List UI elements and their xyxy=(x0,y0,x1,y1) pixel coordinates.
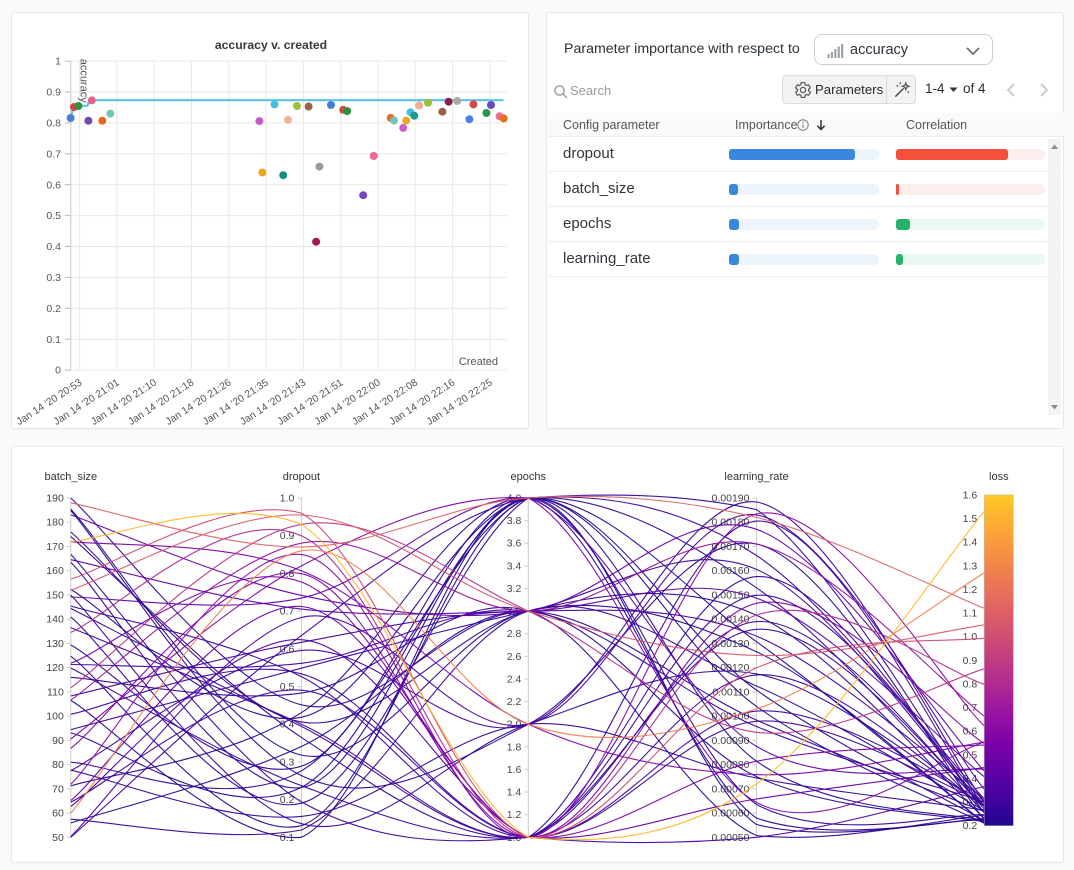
svg-text:Jan 14 '20 21:51: Jan 14 '20 21:51 xyxy=(276,377,346,428)
svg-text:2.6: 2.6 xyxy=(507,651,522,663)
svg-text:190: 190 xyxy=(46,493,64,505)
svg-text:3.8: 3.8 xyxy=(507,515,522,527)
svg-text:Jan 14 '20 22:00: Jan 14 '20 22:00 xyxy=(313,377,383,428)
svg-text:170: 170 xyxy=(46,541,64,553)
svg-text:150: 150 xyxy=(46,589,64,601)
svg-text:160: 160 xyxy=(46,565,64,577)
svg-text:Jan 14 '20 20:53: Jan 14 '20 20:53 xyxy=(15,377,85,428)
svg-text:1: 1 xyxy=(55,56,61,68)
svg-text:0.1: 0.1 xyxy=(280,832,295,844)
svg-text:0.00160: 0.00160 xyxy=(712,565,750,577)
svg-text:0.8: 0.8 xyxy=(963,678,978,690)
svg-text:130: 130 xyxy=(46,638,64,650)
svg-text:0.9: 0.9 xyxy=(963,655,978,667)
svg-text:Jan 14 '20 21:10: Jan 14 '20 21:10 xyxy=(89,377,159,428)
svg-text:Jan 14 '20 21:26: Jan 14 '20 21:26 xyxy=(164,377,234,428)
svg-text:0.5: 0.5 xyxy=(46,210,61,222)
svg-text:3.4: 3.4 xyxy=(507,560,522,572)
svg-text:Jan 14 '20 22:08: Jan 14 '20 22:08 xyxy=(350,377,420,428)
svg-text:0.3: 0.3 xyxy=(280,756,295,768)
svg-text:140: 140 xyxy=(46,614,64,626)
svg-text:1.8: 1.8 xyxy=(507,741,522,753)
svg-text:60: 60 xyxy=(52,808,64,820)
svg-text:batch_size: batch_size xyxy=(45,471,98,483)
svg-text:0.00050: 0.00050 xyxy=(712,832,750,844)
svg-text:100: 100 xyxy=(46,711,64,723)
svg-text:110: 110 xyxy=(47,686,64,698)
svg-text:0.00090: 0.00090 xyxy=(712,735,750,747)
svg-text:0.9: 0.9 xyxy=(46,87,61,99)
svg-text:1.6: 1.6 xyxy=(963,489,978,501)
svg-text:50: 50 xyxy=(52,832,64,844)
svg-text:3.6: 3.6 xyxy=(507,538,522,550)
svg-text:0.9: 0.9 xyxy=(280,530,295,542)
svg-text:1.1: 1.1 xyxy=(963,608,978,620)
svg-text:0.7: 0.7 xyxy=(280,606,295,618)
svg-text:1.4: 1.4 xyxy=(963,537,978,549)
svg-text:80: 80 xyxy=(52,759,64,771)
svg-text:Jan 14 '20 22:25: Jan 14 '20 22:25 xyxy=(425,377,495,428)
svg-text:0.2: 0.2 xyxy=(46,303,61,315)
svg-text:0.6: 0.6 xyxy=(963,726,978,738)
svg-text:1.2: 1.2 xyxy=(963,584,978,596)
svg-text:70: 70 xyxy=(52,783,64,795)
svg-text:Jan 14 '20 21:43: Jan 14 '20 21:43 xyxy=(238,377,308,428)
svg-text:accuracy: accuracy xyxy=(78,59,90,104)
svg-text:0.7: 0.7 xyxy=(46,148,61,160)
svg-text:1.2: 1.2 xyxy=(507,809,522,821)
svg-text:0.00190: 0.00190 xyxy=(712,493,750,505)
svg-text:1.0: 1.0 xyxy=(280,493,295,505)
svg-text:0.3: 0.3 xyxy=(46,272,61,284)
svg-text:1.6: 1.6 xyxy=(507,764,522,776)
svg-text:0.4: 0.4 xyxy=(46,241,61,253)
svg-text:loss: loss xyxy=(989,471,1009,483)
svg-text:0.00150: 0.00150 xyxy=(712,589,750,601)
svg-text:Jan 14 '20 21:18: Jan 14 '20 21:18 xyxy=(127,377,197,428)
svg-text:0.2: 0.2 xyxy=(963,820,978,832)
svg-text:0.1: 0.1 xyxy=(46,334,61,346)
svg-text:1.3: 1.3 xyxy=(963,560,978,572)
svg-text:1.5: 1.5 xyxy=(963,513,978,525)
svg-text:2.4: 2.4 xyxy=(507,674,522,686)
svg-text:dropout: dropout xyxy=(283,471,320,483)
svg-text:0.8: 0.8 xyxy=(46,118,61,130)
svg-text:Created: Created xyxy=(459,356,498,368)
svg-text:1.0: 1.0 xyxy=(963,631,978,643)
svg-text:1.4: 1.4 xyxy=(507,787,522,799)
svg-text:0.00130: 0.00130 xyxy=(712,638,750,650)
svg-text:2.8: 2.8 xyxy=(507,628,522,640)
svg-text:Jan 14 '20 21:35: Jan 14 '20 21:35 xyxy=(201,377,271,428)
svg-text:90: 90 xyxy=(52,735,64,747)
svg-text:3.2: 3.2 xyxy=(507,583,522,595)
svg-text:Jan 14 '20 21:01: Jan 14 '20 21:01 xyxy=(52,377,122,428)
svg-text:0.6: 0.6 xyxy=(46,179,61,191)
svg-text:180: 180 xyxy=(46,517,64,529)
svg-text:2.2: 2.2 xyxy=(507,696,522,708)
svg-text:Jan 14 '20 22:16: Jan 14 '20 22:16 xyxy=(388,377,458,428)
svg-text:0: 0 xyxy=(55,365,61,377)
svg-text:learning_rate: learning_rate xyxy=(724,471,788,483)
svg-text:epochs: epochs xyxy=(511,471,547,483)
svg-text:0.2: 0.2 xyxy=(280,794,295,806)
svg-text:120: 120 xyxy=(46,662,64,674)
svg-text:0.00170: 0.00170 xyxy=(712,541,750,553)
svg-text:accuracy v. created: accuracy v. created xyxy=(215,38,327,52)
